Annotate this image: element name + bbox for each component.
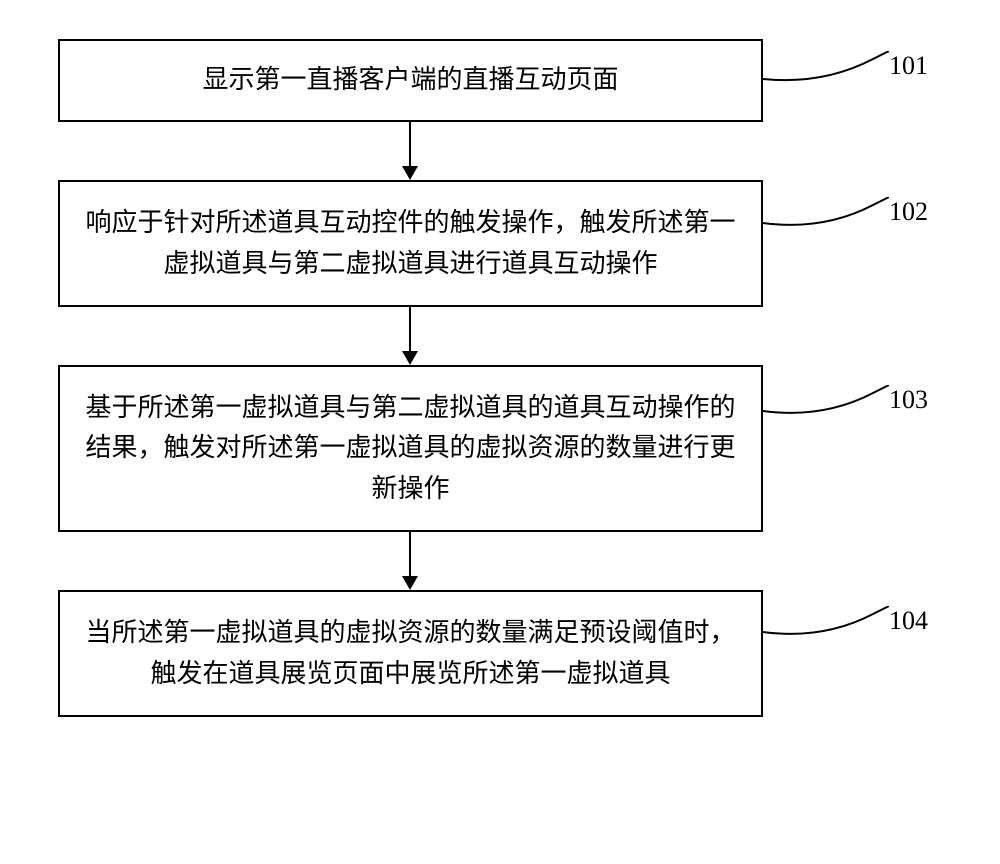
flow-node-101-text: 显示第一直播客户端的直播互动页面 [202, 60, 618, 100]
flow-node-102-text: 响应于针对所述道具互动控件的触发操作，触发所述第一虚拟道具与第二虚拟道具进行道具… [84, 203, 737, 284]
flow-node-102: 响应于针对所述道具互动控件的触发操作，触发所述第一虚拟道具与第二虚拟道具进行道具… [58, 180, 763, 307]
arrow-2-3-head [402, 351, 418, 365]
step-label-103: 103 [889, 385, 928, 415]
leader-line-101 [763, 51, 889, 99]
arrow-3-4-head [402, 576, 418, 590]
step-label-102: 102 [889, 197, 928, 227]
leader-line-104 [763, 606, 889, 654]
arrow-2-3-line [409, 307, 411, 351]
step-label-104: 104 [889, 606, 928, 636]
step-label-101: 101 [889, 51, 928, 81]
flow-node-101: 显示第一直播客户端的直播互动页面 [58, 39, 763, 122]
flow-node-104-text: 当所述第一虚拟道具的虚拟资源的数量满足预设阈值时，触发在道具展览页面中展览所述第… [84, 613, 737, 694]
flowchart-canvas: 显示第一直播客户端的直播互动页面 101 响应于针对所述道具互动控件的触发操作，… [0, 0, 1000, 864]
arrow-3-4-line [409, 532, 411, 576]
flow-node-104: 当所述第一虚拟道具的虚拟资源的数量满足预设阈值时，触发在道具展览页面中展览所述第… [58, 590, 763, 717]
arrow-1-2-head [402, 166, 418, 180]
leader-line-103 [763, 385, 889, 433]
flow-node-103-text: 基于所述第一虚拟道具与第二虚拟道具的道具互动操作的结果，触发对所述第一虚拟道具的… [84, 388, 737, 509]
flow-node-103: 基于所述第一虚拟道具与第二虚拟道具的道具互动操作的结果，触发对所述第一虚拟道具的… [58, 365, 763, 532]
leader-line-102 [763, 197, 889, 245]
arrow-1-2-line [409, 122, 411, 166]
